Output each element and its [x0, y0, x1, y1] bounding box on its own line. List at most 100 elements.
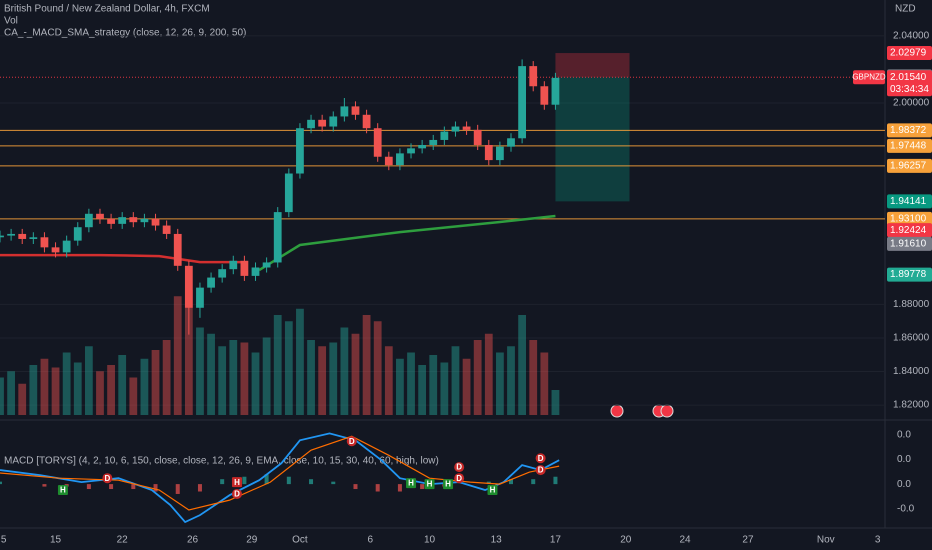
y-tick-label: 0.0 [897, 454, 911, 465]
volume-bar [496, 352, 504, 415]
volume-bar [418, 365, 427, 415]
price-tag-bg [887, 46, 932, 61]
volume-bar [262, 337, 271, 415]
event-icon[interactable] [660, 404, 674, 418]
candle-body [384, 156, 393, 166]
x-tick-label: 24 [679, 535, 691, 546]
candle-body [151, 218, 160, 226]
candle-body [340, 106, 349, 117]
candle-body [262, 262, 271, 268]
candle-body [473, 129, 482, 145]
volume-bar [118, 355, 127, 415]
signal-marker [535, 465, 546, 476]
price-tag-bg [887, 158, 932, 173]
candle-body [284, 173, 293, 213]
candle-body [162, 225, 171, 234]
x-tick-label: 15 [50, 535, 62, 546]
volume-bar [407, 352, 415, 415]
candle-body [96, 213, 104, 219]
volume-bar [484, 333, 493, 415]
signal-marker [57, 485, 68, 496]
candle-body [140, 218, 149, 223]
volume-bar [151, 350, 160, 415]
y-tick-label: 1.88000 [893, 299, 930, 310]
candle-body [218, 269, 227, 278]
event-icon[interactable] [610, 404, 624, 418]
x-tick-label: 27 [742, 535, 754, 546]
histogram-bar [242, 476, 247, 485]
volume-bar [540, 352, 549, 415]
candle-body [307, 119, 315, 129]
x-tick-label: Nov [817, 535, 835, 546]
histogram-bar [86, 484, 91, 490]
volume-bar [473, 340, 482, 415]
signal-label: H [490, 486, 496, 495]
histogram-bar [131, 484, 136, 490]
histogram-bar [0, 481, 2, 485]
price-tag-bg [887, 70, 932, 97]
candle-body [396, 153, 404, 166]
event-icons [610, 404, 674, 418]
histogram-bar [309, 479, 314, 485]
volume-bar [218, 346, 227, 415]
signal-label: H [445, 480, 451, 489]
countdown: 03:34:34 [890, 84, 929, 95]
signal-marker [443, 479, 454, 490]
candle-body [318, 119, 327, 127]
y-tick-label: 2.00000 [893, 98, 930, 109]
histogram-bar [531, 479, 536, 485]
price-tag: 1.93100 [890, 213, 927, 224]
y-tick-label: 0.0 [897, 429, 911, 440]
signal-label: D [234, 490, 240, 499]
volume-bar [396, 358, 404, 415]
candle-body [173, 233, 182, 266]
candle-body [40, 237, 49, 248]
histogram-bar [109, 484, 114, 490]
candle-body [407, 148, 415, 154]
target-zone [555, 77, 630, 202]
x-tick-label: 20 [620, 535, 632, 546]
y-tick-label: 1.86000 [893, 333, 930, 344]
signal-label: H [234, 478, 240, 487]
candle-body [207, 277, 215, 288]
candle-body [229, 260, 238, 270]
histogram-bar [42, 484, 47, 487]
candle-body [496, 146, 504, 161]
volume-bar [62, 352, 71, 415]
signal-marker [487, 485, 498, 496]
candle-body [118, 217, 127, 224]
price-tag-bg [887, 223, 932, 238]
candle-body [551, 77, 560, 105]
candle-body [129, 217, 138, 223]
signal-label: D [538, 466, 544, 475]
signal-label: D [456, 463, 462, 472]
histogram-bar [420, 484, 425, 490]
price-tag: 1.91610 [890, 238, 927, 249]
volume-bar [273, 315, 282, 415]
volume-bar [451, 346, 460, 415]
volume-bar [196, 327, 204, 415]
histogram-bar [331, 481, 336, 485]
y-tick-label: 1.84000 [893, 366, 930, 377]
price-tag-bg [887, 267, 932, 282]
histogram-bar [509, 479, 514, 485]
volume-bar [107, 365, 115, 415]
candle-body [418, 144, 427, 149]
volume-bar [129, 377, 138, 415]
volume-bar [184, 290, 193, 415]
volume-bar [73, 362, 82, 415]
signal-marker [102, 473, 113, 484]
candle-body [429, 139, 438, 145]
volume-bar [307, 340, 315, 415]
volume-bar [373, 321, 382, 415]
x-tick-label: 10 [424, 535, 436, 546]
price-tag-bg [887, 211, 932, 226]
price-tag: 1.94141 [890, 196, 927, 207]
volume-bar [318, 346, 327, 415]
volume-bar [207, 333, 215, 415]
histogram-bar [197, 484, 202, 492]
candle-body [462, 126, 471, 130]
candle-body [107, 218, 115, 224]
candle-body [7, 233, 15, 236]
